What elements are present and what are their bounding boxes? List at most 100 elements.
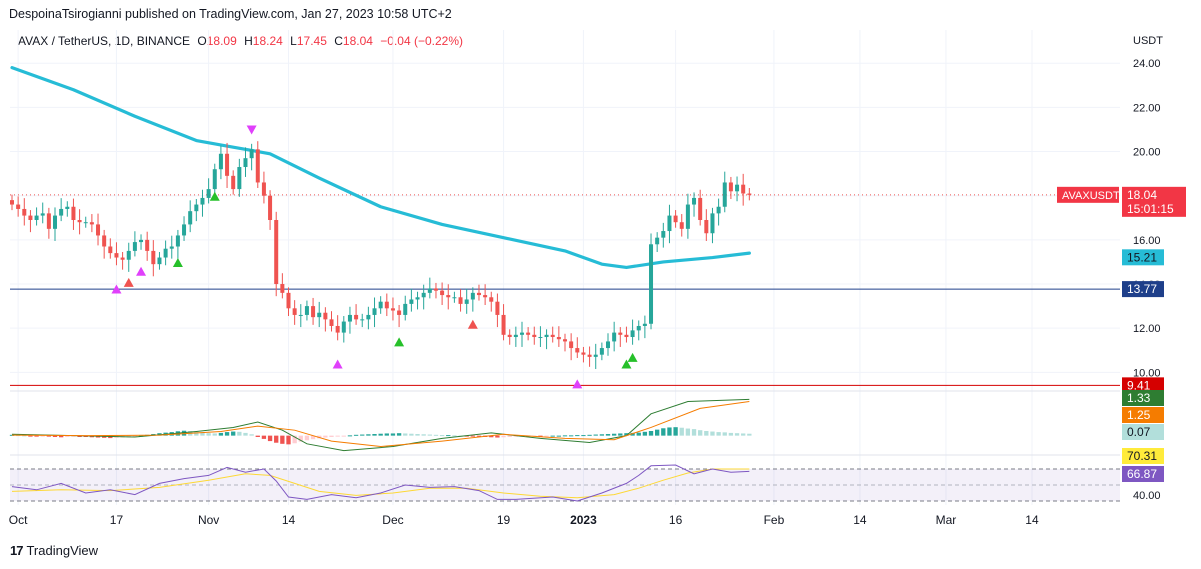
candle-body	[501, 314, 506, 335]
macd-histogram-bar	[728, 432, 734, 436]
candle-body	[409, 299, 414, 304]
candle-body	[378, 301, 383, 309]
macd-histogram-bar	[734, 433, 740, 436]
candle-body	[421, 292, 426, 298]
candle-body	[16, 204, 21, 209]
macd-histogram-bar	[581, 435, 586, 437]
candle-body	[274, 220, 279, 285]
rsi-ma-value-label: 70.31	[1127, 449, 1157, 463]
macd-histogram-bar	[335, 435, 340, 437]
candle-body	[673, 215, 678, 223]
candle-body	[642, 323, 647, 326]
last-price-label: 18.04	[1127, 188, 1157, 202]
buy-signal-triangle	[621, 359, 632, 369]
symbol-name[interactable]: AVAX / TetherUS, 1D, BINANCE	[18, 34, 191, 48]
candle-body	[606, 341, 611, 349]
macd-histogram-bar	[722, 432, 727, 436]
macd-histogram-bar	[280, 435, 285, 444]
candle-body	[562, 339, 568, 342]
macd-histogram-bar	[679, 427, 684, 436]
macd-histogram-bar	[427, 434, 432, 436]
candle-body	[452, 297, 457, 299]
macd-histogram-bar	[206, 433, 211, 436]
macd-histogram-bar	[384, 433, 389, 436]
macd-histogram-bar	[495, 435, 500, 438]
macd-histogram-bar	[261, 435, 267, 439]
candle-body	[476, 292, 481, 296]
candle-body	[139, 239, 144, 243]
candle-body	[255, 149, 260, 183]
macd-histogram-bar	[556, 435, 562, 437]
candle-body	[175, 235, 180, 247]
macd-histogram-bar	[587, 434, 592, 436]
macd-histogram-bar	[593, 434, 598, 436]
macd-histogram-bar	[513, 435, 519, 437]
candle-body	[77, 220, 82, 223]
macd-histogram-bar	[667, 427, 672, 436]
moving-average-line	[10, 66, 751, 270]
candle-body	[372, 308, 377, 315]
candle-body	[341, 321, 346, 333]
candle-body	[120, 257, 125, 260]
macd-histogram-bar	[58, 435, 64, 438]
candle-body	[126, 250, 131, 260]
macd-histogram-bar	[501, 435, 506, 438]
open-label: O	[197, 34, 207, 48]
candle-body	[22, 208, 27, 216]
macd-histogram-bar	[77, 435, 82, 437]
buy-signal-triangle	[172, 257, 183, 267]
candle-body	[655, 237, 660, 245]
footer-brand[interactable]: 17 TradingView	[10, 543, 98, 558]
macd-histogram-bar	[194, 431, 199, 436]
macd-histogram-bar	[231, 431, 236, 436]
sell-signal-triangle	[572, 379, 583, 389]
macd-histogram-bar	[698, 430, 703, 436]
candle-body	[311, 306, 316, 318]
macd-histogram-bar	[65, 435, 70, 437]
candle-body	[747, 193, 752, 195]
macd-histogram-bar	[568, 435, 574, 437]
sell-signal-triangle	[332, 359, 343, 369]
macd-histogram-bar	[476, 435, 482, 437]
macd-histogram-bar	[433, 434, 439, 436]
rsi-value-label-bg	[1122, 466, 1164, 482]
candle-body	[304, 306, 309, 315]
candle-body	[489, 297, 494, 302]
candle-body	[741, 184, 746, 194]
symbol-legend[interactable]: AVAX / TetherUS, 1D, BINANCE O18.09 H18.…	[18, 34, 463, 48]
y-tick-label: 22.00	[1133, 102, 1161, 114]
macd-histogram-bar	[212, 433, 217, 436]
candle-body	[249, 149, 254, 159]
macd-histogram-bar	[310, 435, 316, 440]
x-tick-label: 16	[669, 513, 683, 527]
candle-body	[298, 314, 303, 316]
candle-body	[403, 303, 408, 315]
candle-body	[384, 301, 389, 309]
candle-body	[526, 332, 531, 335]
candle-body	[40, 213, 45, 216]
candle-body	[624, 334, 629, 338]
macd-histogram-bar	[353, 434, 359, 436]
candle-body	[661, 231, 666, 238]
macd-histogram-bar	[710, 431, 715, 436]
macd-value-label: 1.33	[1127, 391, 1151, 405]
candle-body	[433, 288, 438, 291]
candle-body	[114, 253, 119, 258]
candle-body	[194, 204, 199, 212]
candle-body	[360, 319, 365, 321]
candle-body	[163, 248, 168, 258]
candle-body	[569, 341, 574, 349]
signal-value-label-bg	[1122, 407, 1164, 423]
support-red-label: 9.41	[1127, 378, 1151, 392]
macd-histogram-bar	[562, 435, 568, 437]
candle-body	[470, 292, 475, 300]
macd-histogram-bar	[237, 431, 242, 436]
sell-signal-triangle	[246, 125, 257, 135]
macd-histogram-bar	[396, 433, 402, 436]
candle-body	[151, 250, 156, 265]
buy-signal-triangle	[394, 337, 405, 347]
candle-body	[212, 169, 217, 190]
macd-histogram-bar	[655, 429, 660, 436]
macd-histogram-bar	[46, 435, 52, 437]
